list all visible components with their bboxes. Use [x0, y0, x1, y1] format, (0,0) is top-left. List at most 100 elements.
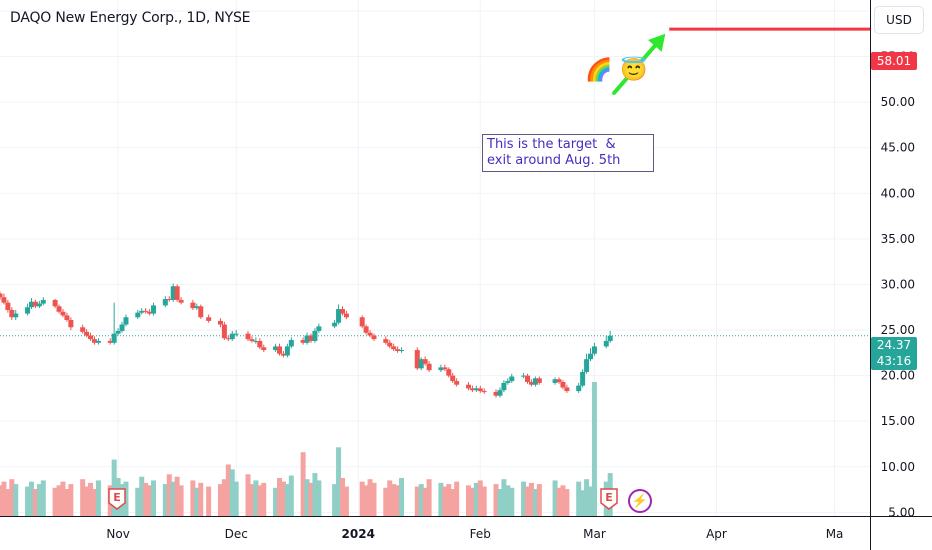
- volume-bar: [465, 485, 471, 516]
- candle: [28, 298, 34, 310]
- candle: [60, 309, 66, 318]
- volume-bar: [383, 487, 389, 516]
- lightning-icon[interactable]: ⚡: [628, 489, 652, 513]
- chart-grid: [0, 0, 870, 516]
- x-tick-label: Ma: [826, 527, 844, 541]
- volume-bar: [249, 484, 255, 516]
- candle: [481, 388, 487, 394]
- volume-bar: [528, 482, 534, 516]
- target-price-tag: 58.01: [871, 52, 917, 70]
- volume-bar: [339, 477, 345, 516]
- volume-bar: [229, 469, 235, 516]
- x-tick-label: 2024: [342, 527, 375, 541]
- candle: [359, 315, 365, 329]
- volume-bar: [454, 481, 460, 516]
- volume-bar: [111, 459, 117, 516]
- volume-bar: [552, 480, 558, 516]
- candle: [64, 312, 70, 322]
- volume-bar: [40, 480, 46, 516]
- volume-spike-bar: [591, 381, 597, 516]
- volume-bar: [525, 486, 531, 516]
- volume-bar: [273, 487, 279, 516]
- earnings-badge-mar[interactable]: E: [600, 488, 618, 510]
- candle: [56, 304, 62, 314]
- candle: [107, 338, 113, 345]
- price-axis[interactable]: 5.00 10.00 15.00 20.00 25.00 30.00 35.00 40.00 4…: [881, 4, 915, 519]
- candle: [332, 319, 338, 329]
- candle: [509, 373, 515, 383]
- earnings-badge-nov[interactable]: E: [108, 488, 126, 510]
- candle: [253, 337, 259, 344]
- volume-bar: [316, 480, 322, 516]
- y-tick-label: 10.00: [881, 460, 915, 474]
- volume-bar: [288, 475, 294, 516]
- volume-bar: [5, 489, 11, 516]
- volume-bar: [221, 479, 227, 516]
- candle: [1, 293, 7, 305]
- candle: [584, 353, 590, 374]
- y-tick-label: 30.00: [881, 277, 915, 291]
- candle: [36, 300, 42, 309]
- candle: [288, 337, 294, 349]
- candle: [418, 357, 424, 371]
- candle: [587, 348, 593, 362]
- candle: [13, 309, 19, 320]
- volume-bar: [505, 485, 511, 516]
- candle: [32, 299, 38, 309]
- last-price-tag: 24.37: [871, 337, 917, 353]
- volume-bar: [450, 489, 456, 516]
- candle: [80, 324, 86, 334]
- candle: [111, 302, 117, 345]
- volume-bar: [190, 480, 196, 516]
- volume-bar: [497, 489, 503, 516]
- volume-bar: [414, 486, 420, 516]
- volume-bar: [587, 486, 593, 516]
- candle: [119, 321, 125, 333]
- candle: [536, 376, 542, 385]
- volume-bar: [280, 481, 286, 516]
- candle: [576, 382, 582, 393]
- candle: [221, 321, 227, 341]
- currency-button[interactable]: USD: [874, 6, 924, 34]
- volume-bar: [88, 482, 94, 516]
- volume-bar: [300, 452, 306, 516]
- volume-bar: [36, 484, 42, 516]
- volume-bar: [312, 473, 318, 516]
- y-tick-label: 40.00: [881, 186, 915, 200]
- candle: [564, 384, 570, 393]
- volume-bar: [442, 486, 448, 516]
- candle: [446, 367, 452, 378]
- y-tick-label: 45.00: [881, 141, 915, 155]
- volume-bar: [422, 487, 428, 516]
- candle: [261, 344, 267, 352]
- candle: [501, 380, 507, 393]
- annotation-note[interactable]: This is the target & exit around Aug. 5t…: [482, 134, 654, 172]
- volume-bar: [139, 476, 145, 516]
- volume-bar: [166, 474, 172, 516]
- candle: [5, 299, 11, 313]
- volume-bar: [493, 484, 499, 516]
- candle: [469, 385, 475, 393]
- volume-bar: [217, 484, 223, 516]
- candle: [151, 302, 157, 316]
- earnings-badge-label: E: [605, 491, 613, 504]
- y-tick-label: 5.00: [888, 505, 915, 519]
- volume-bar: [560, 485, 566, 516]
- candle: [607, 330, 613, 343]
- candle: [280, 350, 286, 358]
- volume-bar: [25, 486, 31, 516]
- candle: [387, 340, 393, 349]
- x-tick-label: Dec: [225, 527, 248, 541]
- candle: [477, 385, 483, 393]
- candle: [450, 372, 456, 383]
- candle: [190, 299, 196, 310]
- candle: [123, 314, 129, 327]
- y-tick-label: 50.00: [881, 95, 915, 109]
- candle: [528, 379, 534, 387]
- candle: [170, 283, 176, 302]
- volume-bar: [80, 479, 86, 516]
- time-axis[interactable]: Nov Dec 2024 Feb Mar Apr Ma: [106, 527, 843, 541]
- candle: [525, 373, 531, 384]
- candle: [84, 329, 90, 338]
